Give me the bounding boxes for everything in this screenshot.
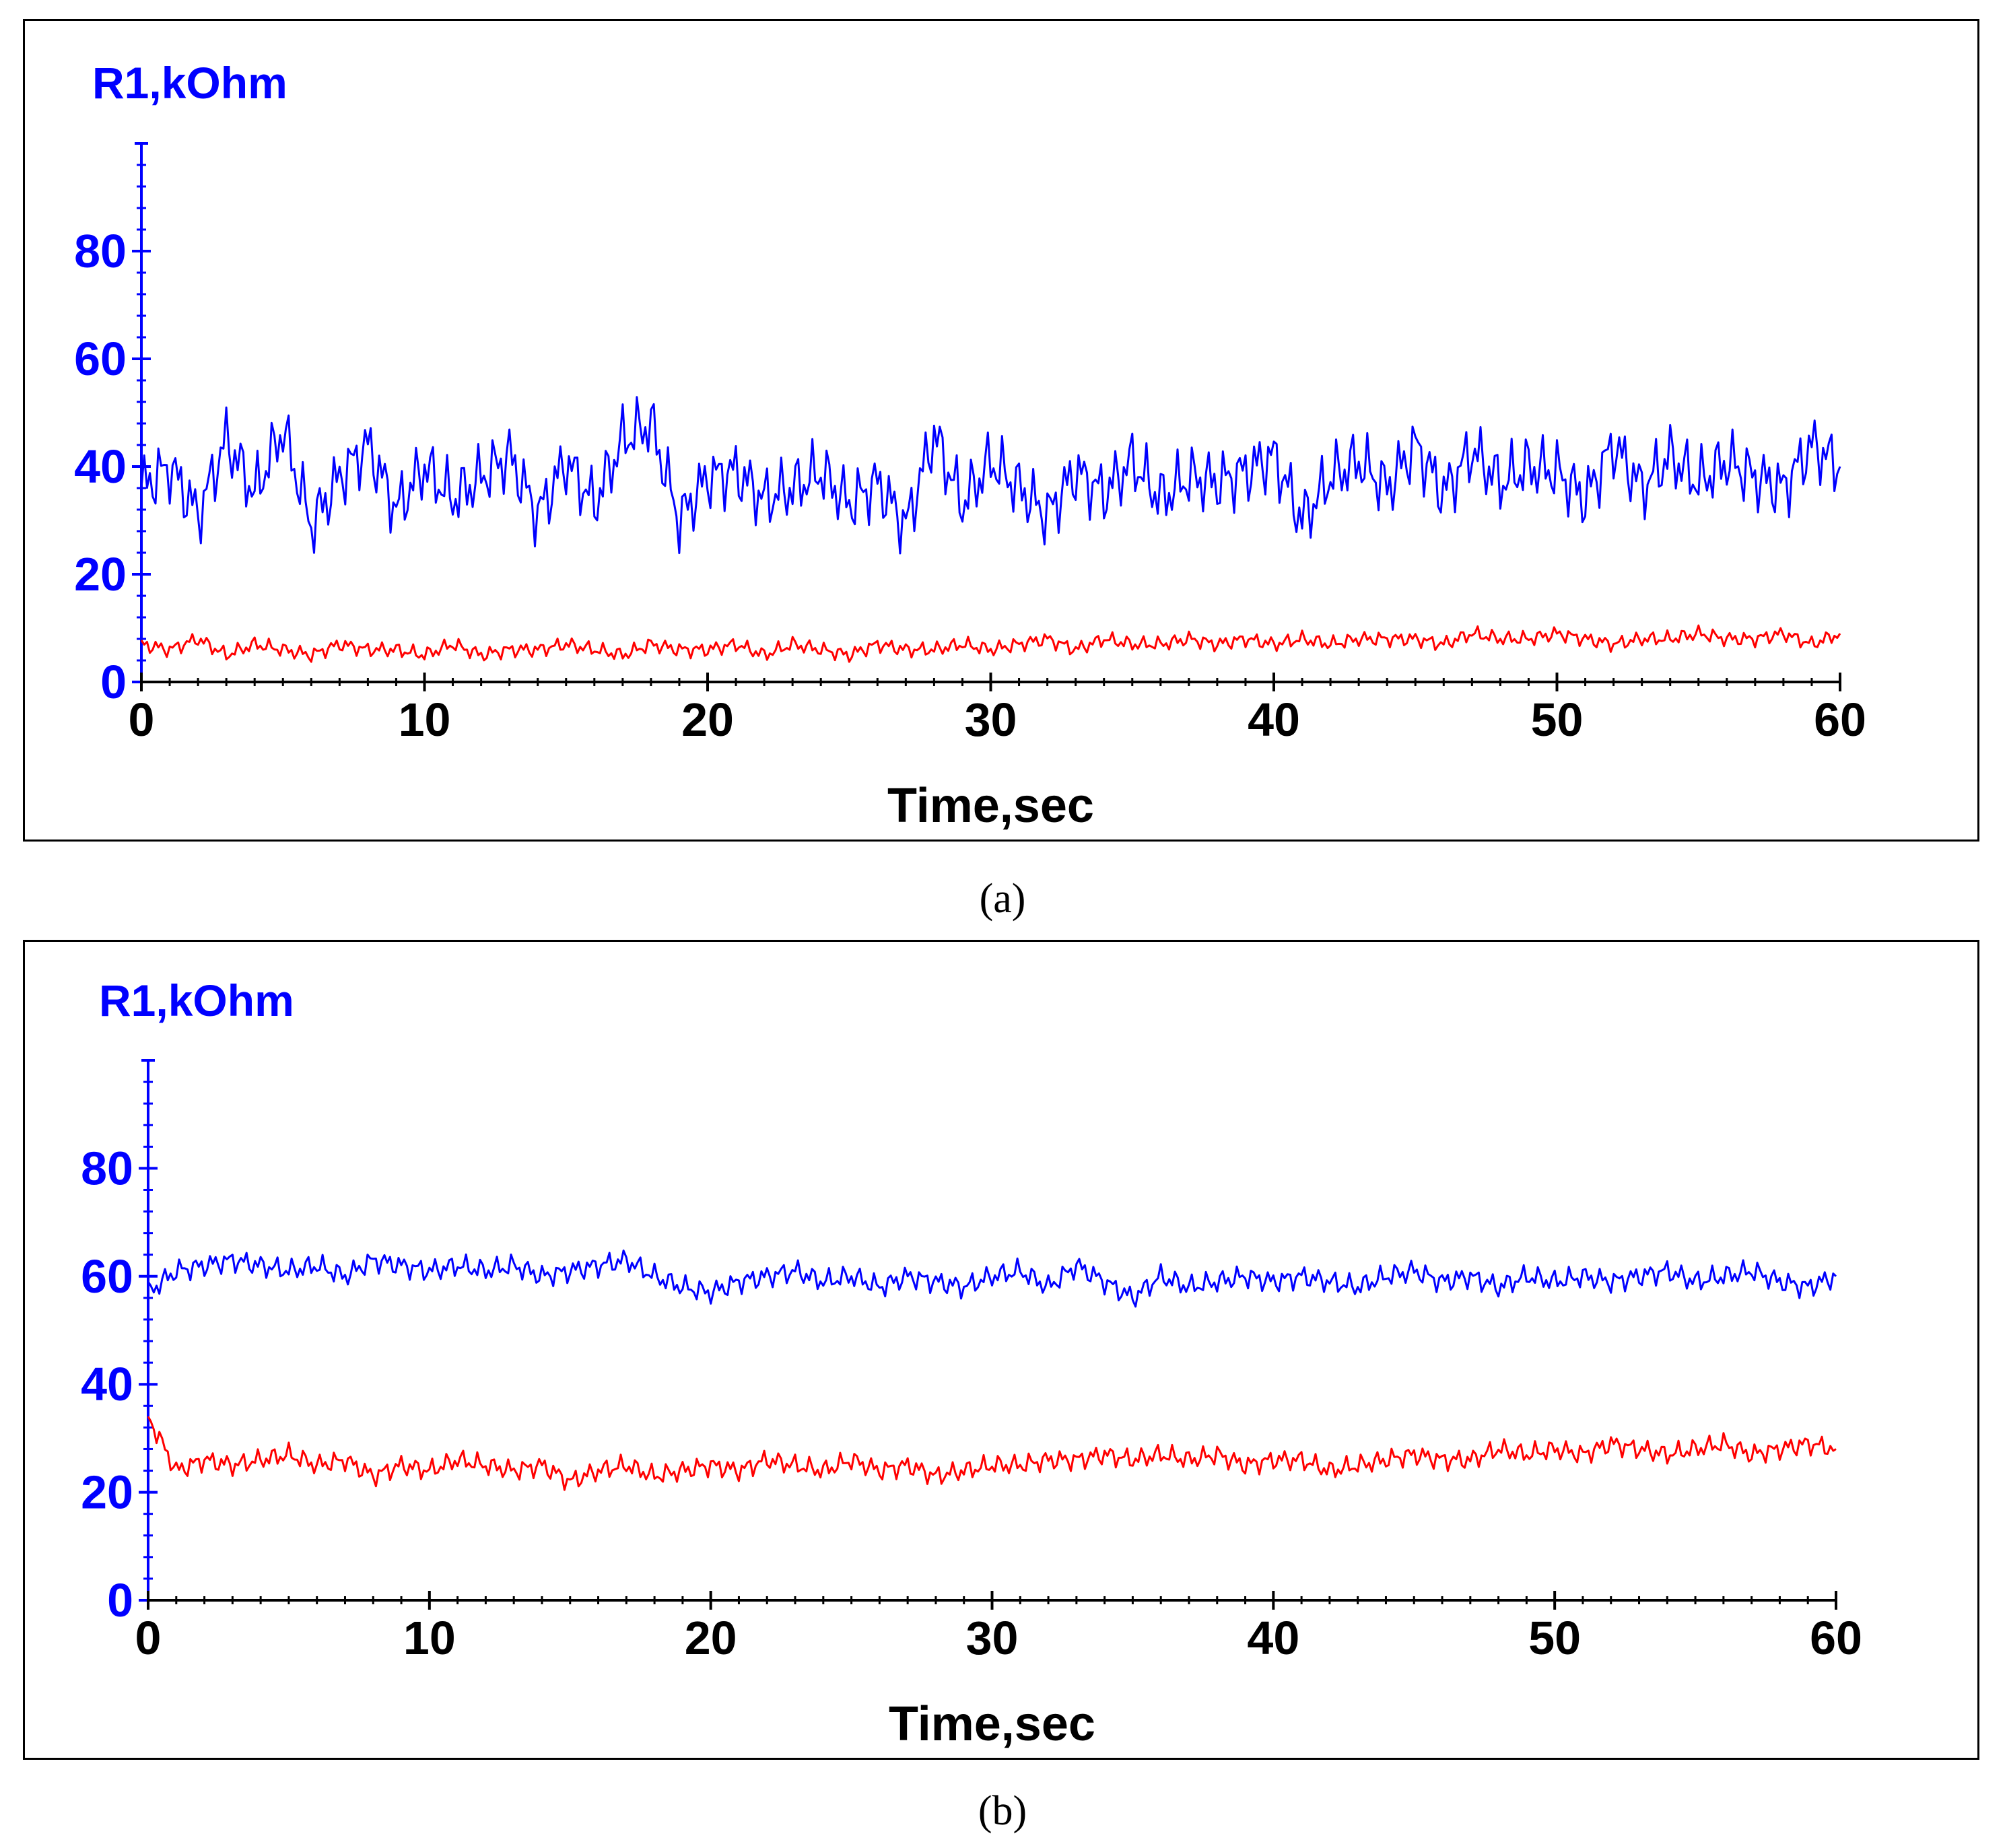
series-line-blue [140,396,1841,555]
x-tick-label: 10 [399,693,451,746]
chart-panel-a: R1,kOhm 0 20 40 60 80 0 10 20 30 40 50 60 Time,sec [23,19,1979,842]
y-tick-label: 80 [74,225,127,277]
x-tick-label: 30 [966,1612,1019,1664]
x-tick-label: 40 [1248,693,1300,746]
y-axis-title: R1,kOhm [92,58,287,108]
y-tick-label: 40 [81,1358,133,1410]
x-tick-label: 50 [1528,1612,1581,1664]
x-tick-label: 20 [681,693,734,746]
y-tick-label: 20 [81,1466,133,1519]
series-line-red [147,1416,1837,1491]
y-tick-label: 80 [81,1142,133,1194]
x-tick-label: 60 [1810,1612,1862,1664]
chart-panel-b: R1,kOhm 0 20 40 60 80 0 10 20 30 40 50 60 Time,sec [23,940,1979,1760]
y-axis-title: R1,kOhm [99,976,294,1025]
caption-a: (a) [979,876,1026,922]
y-tick-label: 20 [74,548,127,601]
chart-b: R1,kOhm 0 20 40 60 80 0 10 20 30 40 50 60 Time,sec [81,976,1862,1751]
x-tick-label: 40 [1247,1612,1299,1664]
x-tick-label: 60 [1814,693,1866,746]
series-line-red [140,624,1841,663]
caption-b: (b) [978,1788,1027,1834]
x-tick-label: 0 [135,1612,162,1664]
x-tick-label: 0 [129,693,155,746]
y-tick-label: 60 [74,333,127,385]
x-tick-label: 50 [1531,693,1584,746]
y-tick-label: 0 [100,656,127,708]
y-tick-label: 0 [107,1574,133,1627]
x-tick-label: 30 [965,693,1017,746]
x-axis-title: Time,sec [887,779,1094,833]
series-line-blue [147,1250,1837,1308]
x-axis-title: Time,sec [889,1697,1095,1751]
y-tick-label: 40 [74,440,127,493]
x-tick-label: 10 [403,1612,456,1664]
y-tick-label: 60 [81,1250,133,1303]
chart-a: R1,kOhm 0 20 40 60 80 0 10 20 30 40 50 60 Time,sec [74,58,1866,833]
x-tick-label: 20 [685,1612,737,1664]
